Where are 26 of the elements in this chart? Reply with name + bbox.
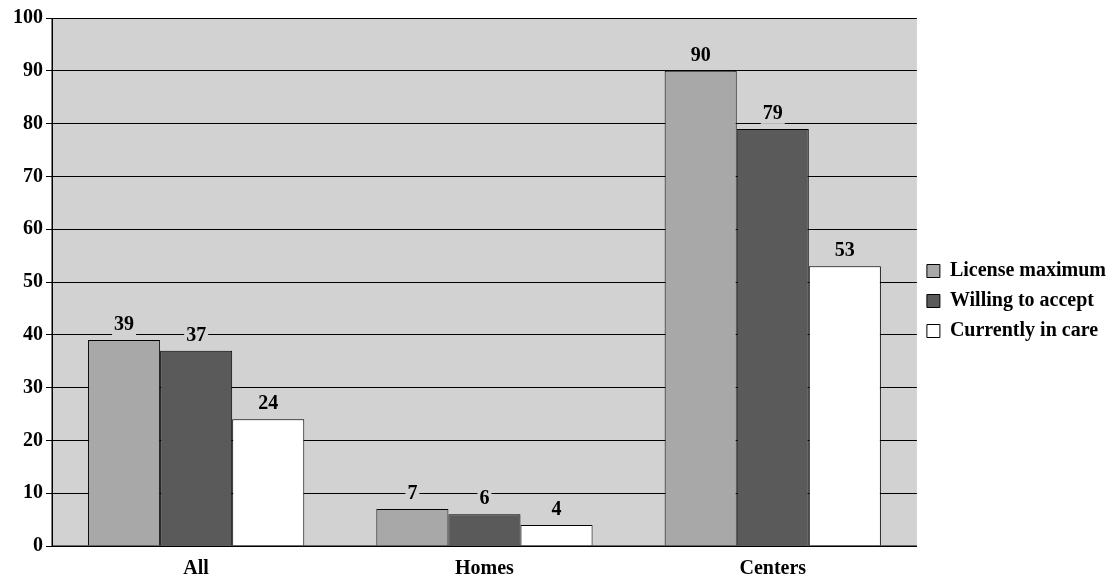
y-tick-label: 0	[33, 533, 43, 556]
data-label: 6	[479, 486, 490, 509]
data-label: 79	[762, 101, 783, 124]
data-label: 90	[690, 42, 711, 65]
legend-label: Willing to accept	[949, 288, 1095, 312]
y-tick-label: 10	[23, 480, 43, 503]
data-label: 4	[551, 497, 562, 520]
legend-label: License maximum	[949, 258, 1107, 281]
x-tick-label: All	[183, 556, 210, 579]
y-tick-label: 100	[13, 5, 43, 28]
x-tick-label: Homes	[455, 556, 515, 579]
data-label: 37	[186, 322, 207, 345]
y-tick-label: 20	[23, 427, 43, 450]
y-tick-label: 60	[23, 216, 43, 239]
data-label: 24	[258, 391, 279, 414]
y-tick-label: 70	[23, 163, 43, 186]
x-tick-label: Centers	[739, 556, 807, 579]
y-tick-label: 30	[23, 374, 43, 397]
y-tick-label: 50	[23, 269, 43, 292]
data-label: 7	[407, 481, 418, 504]
data-label: 39	[114, 312, 135, 335]
y-tick-label: 40	[23, 321, 43, 344]
y-tick-label: 90	[23, 57, 43, 80]
y-tick-label: 80	[23, 110, 43, 133]
data-label: 53	[834, 238, 855, 261]
legend-label: Currently in care	[949, 318, 1099, 342]
